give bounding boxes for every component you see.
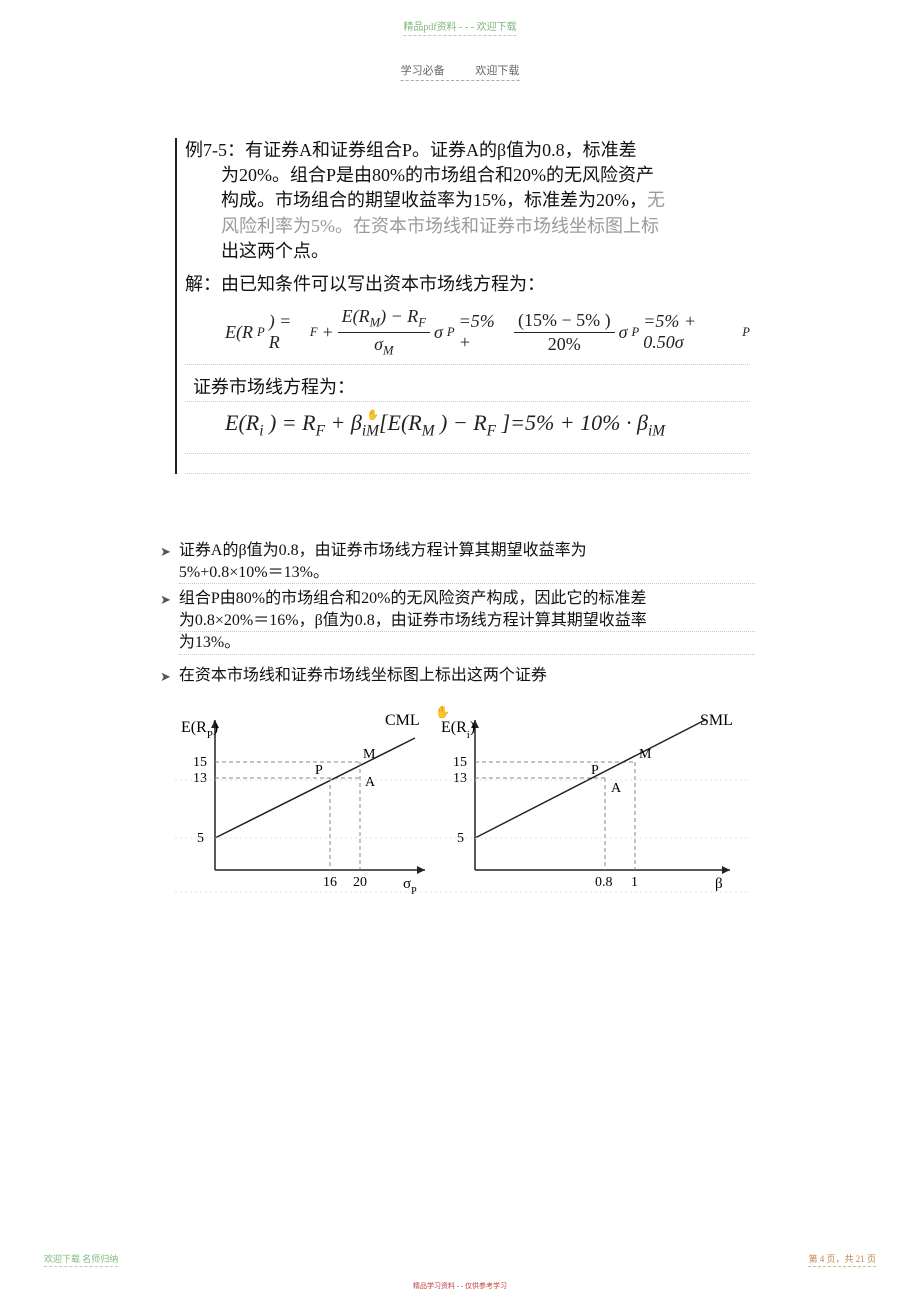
footer-right: 第 4 页，共 21 页 (808, 1252, 876, 1267)
footer-center: 精品学习资料 - - 仅供参考学习 (413, 1281, 507, 1291)
solution-line: 解：由已知条件可以写出资本市场线方程为： (185, 270, 750, 296)
graphs-container: ✋ E(RP) CML 15 13 5 P A M (175, 700, 750, 905)
svg-text:16: 16 (323, 875, 337, 890)
svg-text:σP: σP (403, 876, 417, 897)
example-body: 为20%。组合P是由80%的市场组合和20%的无风险资产 构成。市场组合的期望收… (185, 163, 750, 264)
svg-text:1: 1 (631, 875, 638, 890)
bullet-marker-icon: ➤ (160, 665, 171, 687)
example-label: 例7-5： (185, 140, 245, 160)
example-body-l3: 风险利率为5%。在资本市场线和证券市场线坐标图上标 (221, 214, 750, 239)
bullet-3: ➤ 在资本市场线和证券市场线坐标图上标出这两个证券 (160, 665, 755, 687)
header-top-watermark: 精品pdf资料 - - - 欢迎下载 (403, 18, 516, 36)
cml-formula: E(RP) = RF + E(RM) − RF σM σP =5% + (15%… (185, 306, 750, 365)
bullet-marker-icon: ➤ (160, 540, 171, 584)
sml-heading: 证券市场线方程为： (185, 373, 750, 402)
svg-text:M: M (639, 747, 652, 762)
svg-text:15: 15 (193, 755, 207, 770)
bullet-2: ➤ 组合P由80%的市场组合和20%的无风险资产构成，因此它的标准差 为0.8×… (160, 588, 755, 655)
solution-label: 解： (185, 274, 221, 294)
svg-text:E(Ri): E(Ri) (441, 719, 475, 741)
header-sub: 学习必备 欢迎下载 (401, 62, 520, 81)
svg-text:13: 13 (453, 771, 467, 786)
bullet-list: ➤ 证券A的β值为0.8，由证券市场线方程计算其期望收益率为 5%+0.8×10… (160, 540, 755, 691)
svg-text:5: 5 (197, 831, 204, 846)
svg-text:A: A (365, 775, 376, 790)
svg-text:M: M (363, 747, 376, 762)
cml-sml-charts: ✋ E(RP) CML 15 13 5 P A M (175, 700, 750, 900)
cml-chart: E(RP) CML 15 13 5 P A M 16 20 σP (181, 712, 425, 897)
svg-text:E(RP): E(RP) (181, 719, 218, 741)
cursor-icon: ✋ (435, 705, 450, 719)
bullet-marker-icon: ➤ (160, 588, 171, 655)
header-sub-right: 欢迎下载 (475, 65, 519, 77)
svg-text:0.8: 0.8 (595, 875, 613, 890)
svg-text:5: 5 (457, 831, 464, 846)
example-heading: 例7-5：有证券A和证券组合P。证券A的β值为0.8，标准差 (185, 138, 750, 163)
header-sub-left: 学习必备 (401, 65, 445, 77)
example-body-l4: 出这两个点。 (221, 239, 750, 264)
cursor-icon: ✋ (367, 410, 379, 421)
sml-chart: E(Ri) SML 15 13 5 P A M 0.8 1 β (441, 712, 733, 892)
sml-formula: E(Ri ) = RF + βiM[E(RM ) − RF ]=5% + 10%… (185, 410, 750, 453)
svg-text:15: 15 (453, 755, 467, 770)
svg-text:13: 13 (193, 771, 207, 786)
svg-text:20: 20 (353, 875, 367, 890)
svg-text:A: A (611, 781, 622, 796)
svg-text:P: P (591, 763, 599, 778)
cml-title: CML (385, 712, 420, 729)
example-title-l1: 有证券A和证券组合P。证券A的β值为0.8，标准差 (245, 140, 637, 160)
bullet-1: ➤ 证券A的β值为0.8，由证券市场线方程计算其期望收益率为 5%+0.8×10… (160, 540, 755, 584)
svg-text:P: P (315, 763, 323, 778)
example-body-l2: 构成。市场组合的期望收益率为15%，标准差为20%，无 (221, 188, 750, 213)
svg-text:β: β (715, 876, 723, 892)
example-block: 例7-5：有证券A和证券组合P。证券A的β值为0.8，标准差 为20%。组合P是… (175, 138, 750, 474)
solution-text: 由已知条件可以写出资本市场线方程为： (221, 274, 545, 294)
footer-left: 欢迎下载 名师归纳 (44, 1252, 118, 1267)
example-body-l1: 为20%。组合P是由80%的市场组合和20%的无风险资产 (221, 163, 750, 188)
